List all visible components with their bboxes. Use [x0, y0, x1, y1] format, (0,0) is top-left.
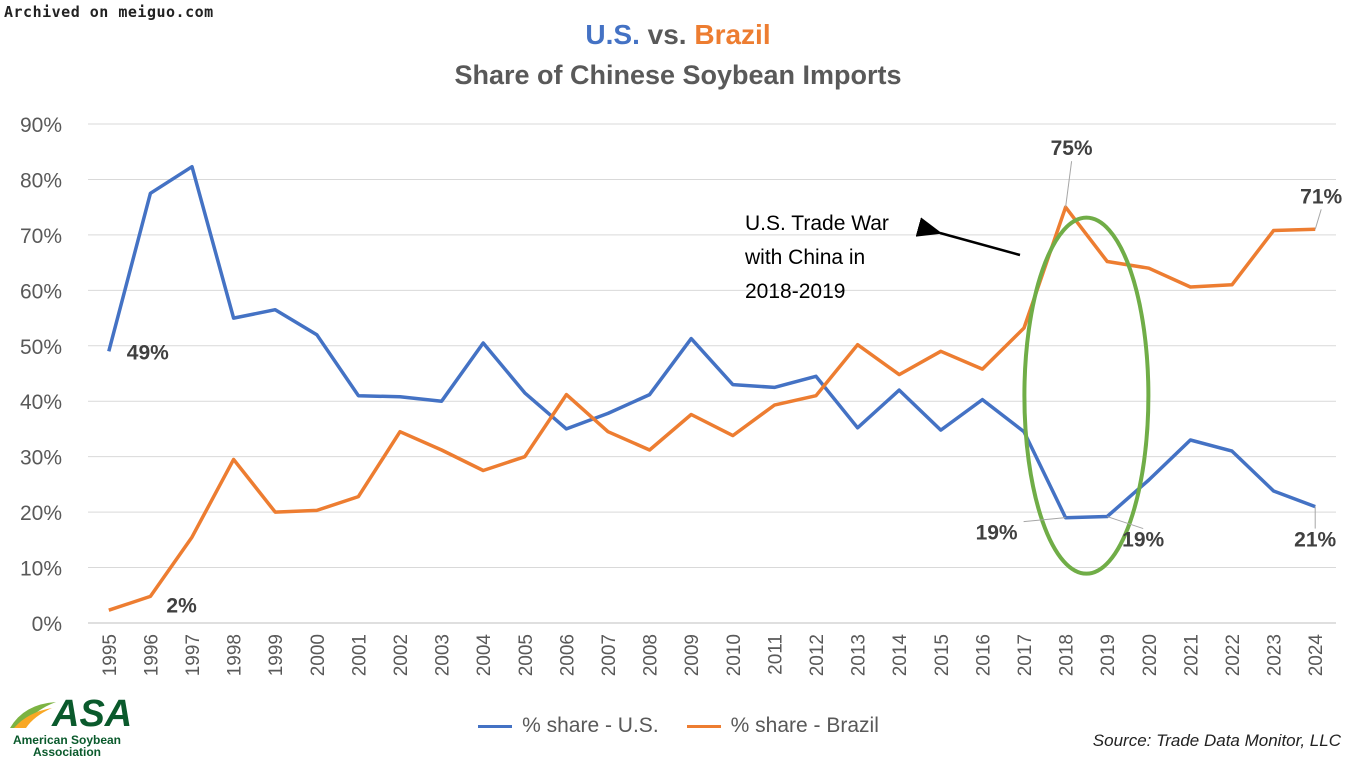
x-tick-label: 2021	[1181, 634, 1202, 676]
y-tick-label: 20%	[20, 502, 62, 525]
data-label-us: 19%	[976, 522, 1018, 545]
data-label-us: 19%	[1122, 529, 1164, 552]
title-part-us: U.S.	[585, 19, 639, 50]
legend-label-brazil: % share - Brazil	[730, 714, 879, 737]
annotation-text-line: with China in	[744, 246, 865, 269]
y-tick-label: 10%	[20, 558, 62, 581]
x-tick-label: 2013	[849, 634, 870, 676]
leader-line	[1023, 517, 1066, 523]
x-tick-label: 2005	[516, 634, 537, 676]
asa-logo: ASA American Soybean Association	[4, 693, 133, 760]
x-tick-label: 2017	[1015, 634, 1036, 676]
title-part-vs: vs.	[640, 19, 694, 50]
x-tick-label: 2019	[1098, 634, 1119, 676]
chart-subtitle: Share of Chinese Soybean Imports	[454, 60, 901, 90]
x-tick-label: 2020	[1140, 634, 1161, 676]
y-tick-label: 70%	[20, 225, 62, 248]
x-tick-label: 1998	[225, 634, 246, 676]
x-tick-label: 2006	[557, 634, 578, 676]
y-tick-label: 0%	[32, 613, 62, 636]
y-tick-label: 90%	[20, 114, 62, 137]
legend: % share - U.S. % share - Brazil	[0, 714, 1357, 738]
x-tick-label: 2012	[807, 634, 828, 676]
x-tick-label: 2024	[1306, 634, 1327, 677]
data-label-brazil: 75%	[1051, 137, 1093, 160]
asa-logo-letters: ASA	[52, 693, 133, 735]
x-tick-label: 2000	[308, 634, 329, 676]
x-tick-label: 2014	[890, 634, 911, 677]
leader-line	[1314, 209, 1322, 230]
legend-item-us: % share - U.S.	[478, 714, 659, 738]
x-tick-label: 1995	[100, 634, 121, 676]
x-tick-label: 2016	[973, 634, 994, 676]
x-tick-label: 2003	[433, 634, 454, 676]
legend-swatch-us	[478, 724, 513, 728]
asa-logo-mark	[10, 702, 56, 728]
data-label-brazil: 71%	[1300, 185, 1342, 208]
x-tick-label: 1996	[141, 634, 162, 676]
leader-line	[1107, 516, 1144, 530]
x-tick-label: 2001	[349, 634, 370, 676]
y-tick-label: 50%	[20, 336, 62, 359]
leader-line	[1065, 161, 1073, 208]
x-tick-label: 2010	[724, 634, 745, 676]
legend-item-brazil: % share - Brazil	[686, 714, 879, 738]
x-tick-label: 2018	[1057, 634, 1078, 676]
annotation-text-line: 2018-2019	[745, 280, 845, 303]
data-label-us: 49%	[127, 341, 169, 364]
watermark: Archived on meiguo.com	[4, 3, 214, 21]
series-line-brazil	[108, 205, 1316, 612]
series-line-us	[107, 164, 1316, 520]
x-tick-label: 1997	[183, 634, 204, 676]
x-tick-label: 2002	[391, 634, 412, 676]
title-part-brazil: Brazil	[694, 19, 770, 50]
x-tick-label: 2004	[474, 634, 495, 677]
x-tick-label: 2022	[1223, 634, 1244, 676]
asa-logo-name-line1: American Soybean	[12, 733, 122, 747]
data-label-us: 21%	[1294, 529, 1336, 552]
asa-logo-name-line2: Association	[32, 745, 101, 759]
asa-logo-name: American Soybean Association	[4, 734, 130, 758]
x-tick-label: 2009	[682, 634, 703, 676]
chart-title: U.S. vs. Brazil	[585, 19, 770, 50]
trade-war-highlight	[1022, 215, 1151, 576]
x-tick-label: 2008	[641, 634, 662, 676]
y-tick-label: 60%	[20, 280, 62, 303]
x-tick-label: 2007	[599, 634, 620, 676]
annotation-text-line: U.S. Trade War	[745, 212, 889, 235]
annotation-arrow	[915, 217, 1021, 257]
x-tick-label: 2015	[932, 634, 953, 676]
legend-swatch-brazil	[686, 724, 721, 728]
source-note: Source: Trade Data Monitor, LLC	[1092, 731, 1341, 750]
x-tick-label: 2011	[765, 634, 786, 675]
x-tick-label: 2023	[1265, 634, 1286, 676]
y-tick-label: 30%	[20, 447, 62, 470]
legend-label-us: % share - U.S.	[522, 714, 659, 737]
x-tick-label: 1999	[266, 634, 287, 676]
y-tick-label: 80%	[20, 169, 62, 192]
data-label-brazil: 2%	[166, 594, 197, 617]
y-tick-label: 40%	[20, 391, 62, 414]
